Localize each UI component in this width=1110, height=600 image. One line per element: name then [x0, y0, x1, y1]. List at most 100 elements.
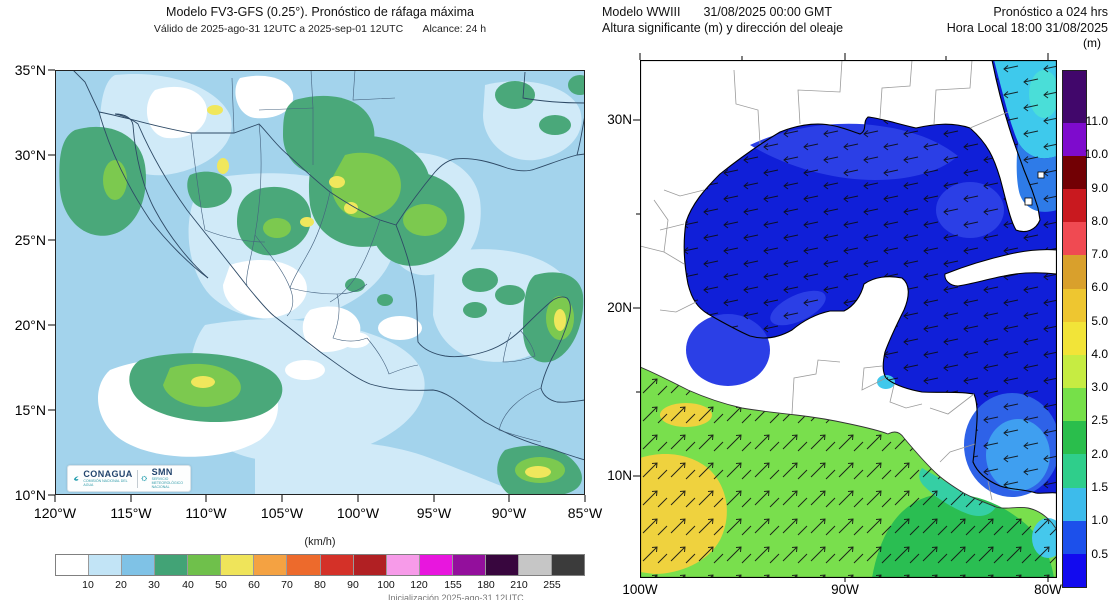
wave-height-colorbar-labels: 11.0 10.0 9.0 8.0 7.0 6.0 5.0 4.0 3.0 2.…	[1085, 0, 1110, 600]
right-colorbar-unit: (m)	[1083, 36, 1101, 50]
left-map-title: Modelo FV3-GFS (0.25°). Pronóstico de rá…	[166, 5, 474, 19]
valid-period-label: Válido de 2025-ago-31 12UTC a 2025-sep-0…	[153, 23, 404, 35]
legend-swatch	[353, 555, 387, 575]
lon-tick-label: 90W	[831, 582, 859, 597]
left-colorbar-unit: (km/h)	[304, 536, 336, 548]
lon-tick-label: 115°W	[110, 505, 152, 521]
legend-swatch	[320, 555, 354, 575]
right-map-subtitle: Altura significante (m) y dirección del …	[602, 21, 844, 35]
cb-tick: 210	[510, 579, 528, 591]
legend-swatch	[1063, 255, 1086, 289]
lon-tick-label: 95°W	[416, 505, 452, 521]
lat-tick-label: 20°N	[14, 317, 46, 333]
legend-swatch	[1063, 222, 1086, 256]
legend-swatch	[485, 555, 519, 575]
cb-tick: 90	[347, 579, 359, 591]
cb-tick: 60	[248, 579, 260, 591]
legend-swatch	[1063, 155, 1086, 190]
legend-swatch	[254, 555, 288, 575]
lon-tick-label: 110°W	[185, 505, 227, 521]
legend-swatch	[452, 555, 486, 575]
cb-tick: 120	[410, 579, 428, 591]
lat-tick-label: 10°N	[14, 487, 46, 503]
cb-tick: 180	[477, 579, 495, 591]
legend-swatch	[518, 555, 552, 575]
legend-swatch	[1063, 388, 1086, 422]
lon-tick-label: 80W	[1034, 582, 1062, 597]
cb-tick: 1.5	[1091, 480, 1108, 494]
lon-tick-label: 90°W	[491, 505, 527, 521]
lat-tick-label: 20N	[607, 300, 632, 315]
forecast-range-label: Alcance: 24 h	[422, 23, 487, 35]
smn-logo-subtext: SERVICIO METEOROLÓGICO NACIONAL	[151, 477, 183, 489]
local-time-label: Hora Local 18:00 31/08/2025	[946, 21, 1108, 35]
init-time-footer-clipped: Inicialización 2025-ago-31 12UTC	[388, 593, 524, 600]
legend-swatch	[1063, 520, 1086, 554]
cb-tick: 100	[377, 579, 395, 591]
smn-logo-text: SMN	[151, 467, 173, 477]
cb-tick: 5.0	[1091, 314, 1108, 328]
wave-height-map	[640, 60, 1057, 578]
conagua-logo-text: CONAGUA	[83, 469, 133, 479]
legend-swatch	[221, 555, 255, 575]
left-map-subtitle: Válido de 2025-ago-31 12UTC a 2025-sep-0…	[30, 23, 610, 35]
lat-tick-label: 30°N	[14, 147, 46, 163]
lon-tick-label: 105°W	[260, 505, 304, 521]
logo-divider	[136, 469, 138, 488]
lat-tick-label: 25°N	[14, 232, 46, 248]
legend-swatch	[1063, 288, 1086, 322]
cb-tick: 50	[215, 579, 227, 591]
lon-tick-label: 85°W	[567, 505, 603, 521]
state-borders	[190, 70, 542, 443]
wind-speed-colorbar-labels: 10 20 30 40 50 60 70 80 90 100 120 155 1…	[55, 579, 585, 593]
agency-logos: CONAGUA COMISIÓN NACIONAL DEL AGUA SMN S…	[67, 465, 191, 492]
legend-swatch	[89, 555, 123, 575]
cb-tick: 155	[444, 579, 462, 591]
legend-swatch	[155, 555, 189, 575]
cb-tick: 11.0	[1085, 114, 1108, 128]
cb-tick: 6.0	[1091, 280, 1108, 294]
cb-tick: 2.0	[1091, 447, 1108, 461]
cb-tick: 30	[148, 579, 160, 591]
cb-tick: 9.0	[1091, 181, 1108, 195]
legend-swatch	[1063, 553, 1086, 588]
model-label: Modelo WWIII	[602, 5, 681, 19]
legend-swatch	[1063, 189, 1086, 223]
conagua-logo-subtext: COMISIÓN NACIONAL DEL AGUA	[83, 479, 128, 487]
lat-tick-label: 35°N	[14, 62, 46, 78]
lat-tick-label: 10N	[607, 468, 632, 483]
legend-swatch	[1063, 454, 1086, 488]
cb-tick: 3.0	[1091, 380, 1108, 394]
wind-gust-map	[55, 70, 585, 495]
forecast-hours-label: Pronóstico a 024 hrs	[993, 5, 1108, 19]
legend-swatch	[1063, 71, 1086, 123]
lon-tick-label: 100°W	[336, 505, 380, 521]
legend-swatch	[56, 555, 90, 575]
lat-tick-label: 30N	[607, 112, 632, 127]
run-datetime: 31/08/2025 00:00 GMT	[703, 5, 833, 19]
cb-tick: 8.0	[1091, 214, 1108, 228]
right-map-title: Modelo WWIII 31/08/2025 00:00 GMT	[602, 5, 902, 19]
coastlines	[72, 70, 585, 461]
conagua-icon	[73, 476, 79, 481]
smn-icon	[141, 475, 148, 482]
wave-height-colorbar	[1062, 70, 1087, 588]
lon-tick-label: 120°W	[33, 505, 77, 521]
country-borders	[640, 60, 1009, 501]
cb-tick: 40	[182, 579, 194, 591]
lake-okeechobee	[1024, 197, 1033, 206]
legend-swatch	[287, 555, 321, 575]
legend-swatch	[1063, 421, 1086, 455]
legend-swatch	[122, 555, 156, 575]
legend-swatch	[1063, 321, 1086, 355]
cb-tick: 2.5	[1091, 413, 1108, 427]
cb-tick: 4.0	[1091, 347, 1108, 361]
lat-tick-label: 15°N	[14, 402, 46, 418]
legend-swatch	[188, 555, 222, 575]
cb-tick: 1.0	[1091, 513, 1108, 527]
cb-tick: 10.0	[1084, 147, 1108, 161]
yellow-specks	[191, 105, 566, 478]
legend-swatch	[551, 555, 584, 575]
cb-tick: 7.0	[1091, 247, 1108, 261]
cb-tick: 0.5	[1091, 547, 1108, 561]
